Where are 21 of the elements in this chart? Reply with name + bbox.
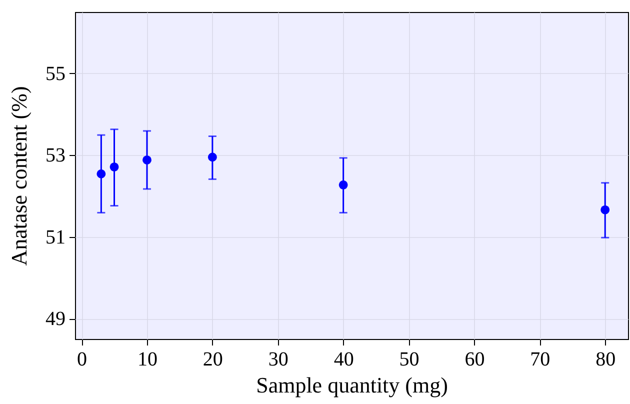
y-tick-label: 51 — [46, 226, 66, 248]
point — [142, 156, 152, 164]
y-tick-label: 49 — [46, 308, 66, 330]
x-tick-label: 0 — [77, 348, 88, 370]
point — [96, 169, 106, 178]
point — [600, 205, 610, 214]
point — [338, 180, 348, 190]
x-axis-title: Sample quantity (mg) — [256, 372, 448, 398]
x-tick-label: 30 — [268, 348, 288, 370]
x-tick-label: 10 — [137, 348, 158, 370]
point — [110, 162, 119, 172]
x-tick-label: 70 — [530, 348, 550, 370]
y-axis-title: Anatase content (%) — [6, 86, 32, 266]
x-tick-label: 80 — [596, 348, 616, 370]
x-tick-label: 50 — [399, 348, 420, 370]
x-tick-label: 40 — [334, 348, 354, 370]
x-tick-label: 20 — [202, 348, 223, 370]
y-tick-label: 53 — [46, 144, 66, 167]
point — [208, 152, 217, 162]
x-tick-label: 60 — [464, 348, 485, 370]
y-tick-label: 55 — [46, 62, 66, 85]
